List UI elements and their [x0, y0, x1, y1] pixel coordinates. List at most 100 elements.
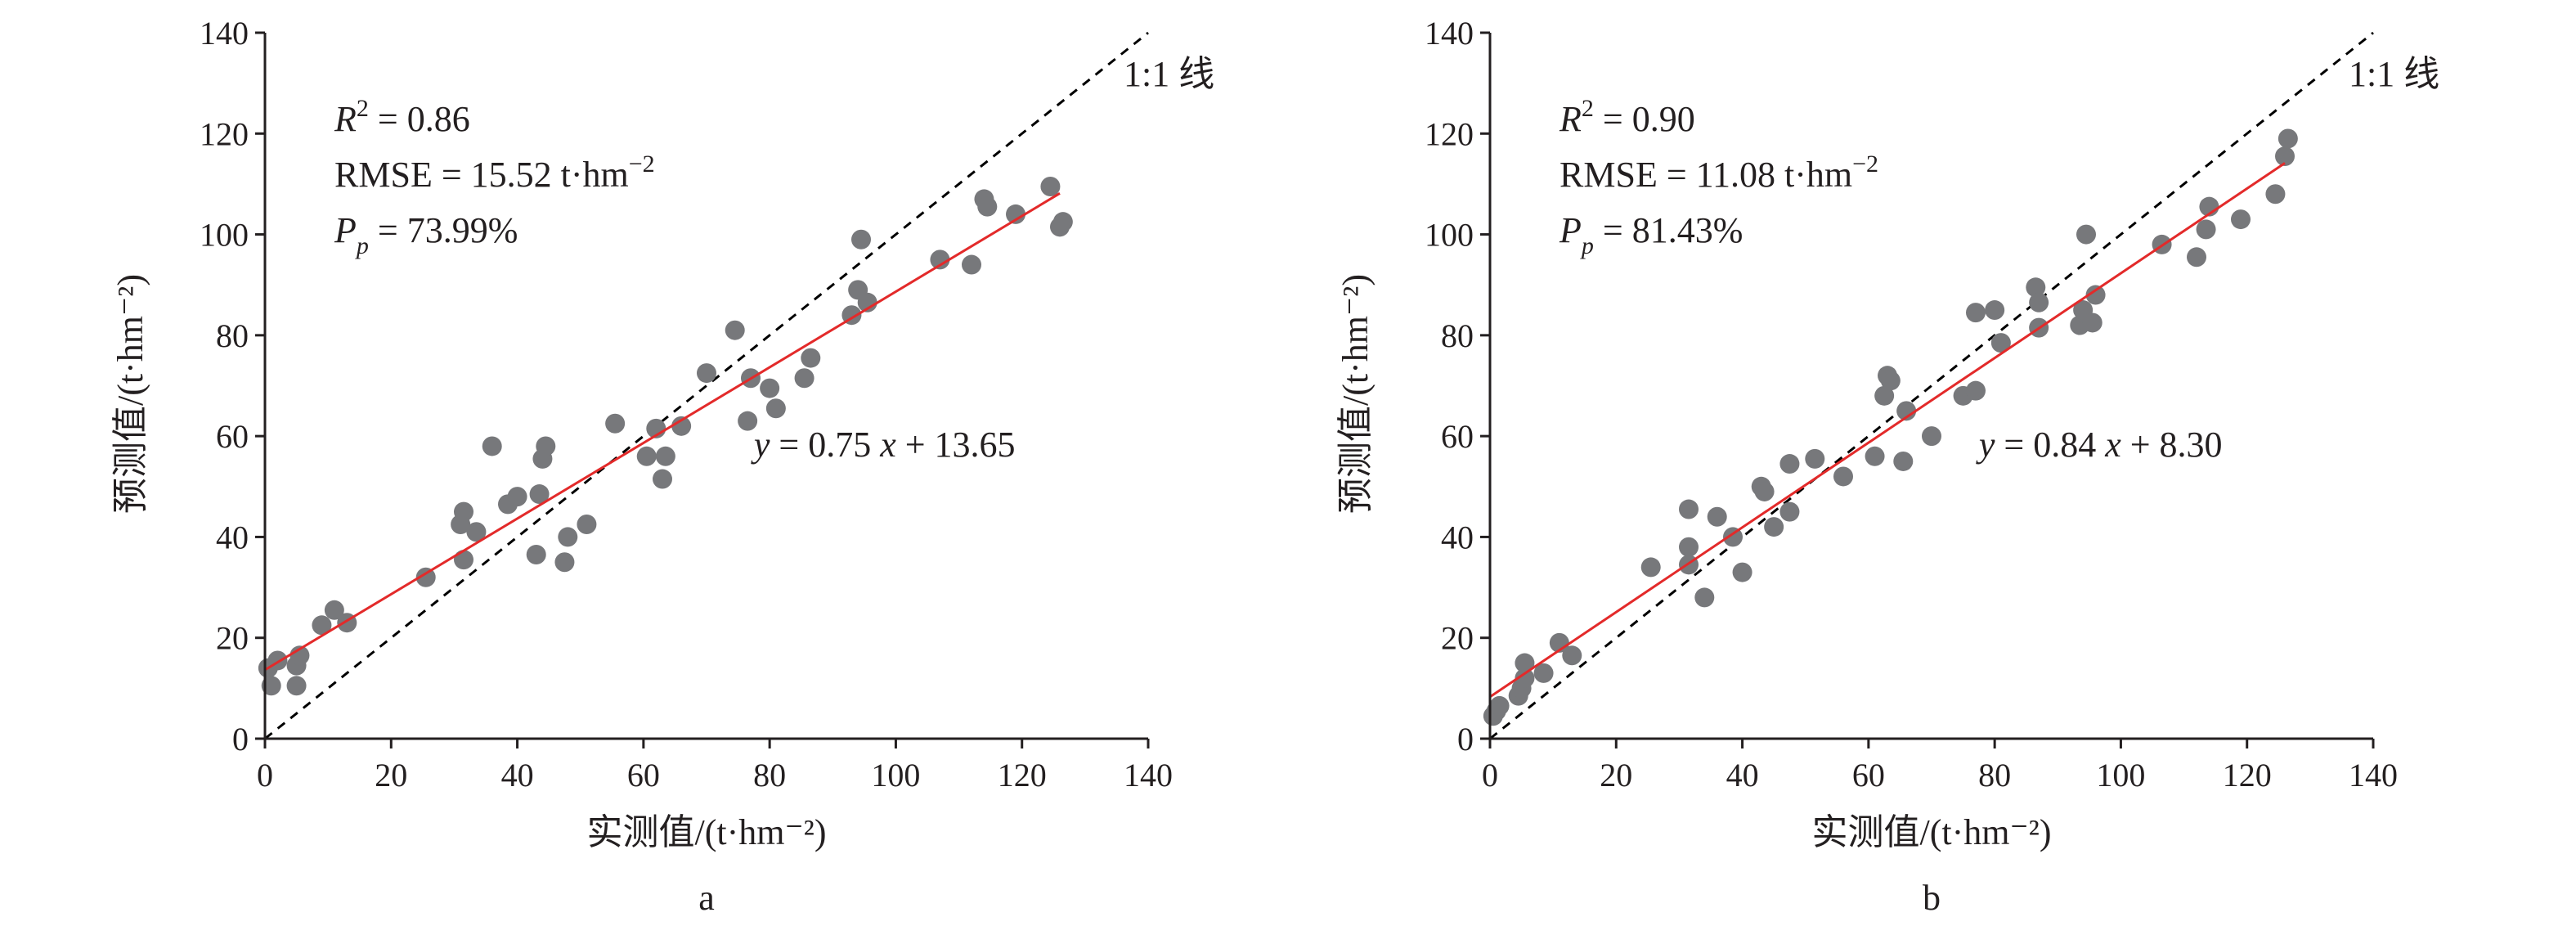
data-point — [1515, 653, 1535, 673]
x-tick-label: 120 — [2223, 757, 2272, 793]
rmse-unit-superscript: −2 — [629, 151, 655, 178]
data-point — [2029, 292, 2049, 312]
rmse-value: RMSE = 15.52 t·hm — [334, 155, 629, 195]
pp-subscript: p — [355, 232, 369, 259]
data-point — [1966, 380, 1986, 401]
data-point — [653, 469, 672, 489]
data-point — [1707, 506, 1727, 527]
data-point — [725, 320, 745, 340]
data-point — [1990, 333, 2011, 353]
data-point — [2231, 209, 2251, 230]
pp-symbol: P — [1559, 210, 1582, 250]
one-to-one-line — [264, 31, 1149, 740]
equation-y: y — [751, 425, 770, 465]
data-point — [1533, 663, 1554, 683]
panel-label: a — [698, 878, 715, 918]
data-point — [1985, 300, 2005, 321]
data-point — [962, 254, 981, 275]
data-point — [1640, 557, 1661, 578]
y-tick-label: 60 — [1441, 418, 1474, 455]
data-point — [2082, 312, 2103, 333]
data-point — [286, 676, 307, 696]
chart-panel-a: 0 20 40 60 80 100 120 140 0 20 40 60 80 100 120 140 实测值/… — [110, 15, 1214, 918]
pp-subscript: p — [1580, 232, 1594, 259]
data-point — [2076, 224, 2096, 245]
y-tick-label: 60 — [216, 418, 249, 455]
x-axis-title: 实测值/(t·hm⁻²) — [1811, 812, 2051, 852]
r2-stat: R2 = 0.90 — [1559, 95, 1695, 139]
data-point — [1865, 446, 1885, 466]
x-tick-label: 0 — [257, 757, 273, 793]
data-point — [1764, 517, 1784, 537]
data-point — [1679, 537, 1699, 557]
equation-y: y — [1976, 425, 1995, 465]
data-point — [2085, 285, 2106, 305]
data-point — [2265, 184, 2286, 205]
equation-slope: = 0.84 — [1995, 425, 2105, 465]
y-tick-label: 80 — [1441, 317, 1474, 354]
y-tick-label: 100 — [200, 217, 249, 254]
x-tick-label: 40 — [1726, 757, 1759, 793]
data-point — [2278, 128, 2298, 149]
y-tick-label: 0 — [1457, 721, 1474, 757]
regression-equation: y = 0.75 x + 13.65 — [751, 425, 1016, 465]
y-tick-label: 40 — [216, 519, 249, 555]
x-tick-label: 60 — [1852, 757, 1885, 793]
data-point — [577, 515, 597, 535]
data-point — [738, 411, 758, 431]
data-points — [258, 177, 1073, 696]
x-tick-label: 100 — [871, 757, 920, 793]
y-tick-label: 80 — [216, 317, 249, 354]
data-point — [1922, 426, 1941, 447]
data-point — [1754, 481, 1775, 501]
equation-intercept: + 8.30 — [2121, 425, 2223, 465]
data-point — [2196, 219, 2216, 240]
data-point — [1893, 451, 1914, 471]
data-point — [1779, 454, 1800, 474]
y-tick-label: 140 — [1425, 15, 1474, 52]
r2-symbol: R — [334, 99, 357, 139]
data-point — [261, 676, 281, 696]
r2-stat: R2 = 0.86 — [334, 95, 470, 139]
pp-value: = 73.99% — [369, 210, 518, 250]
equation-intercept: + 13.65 — [896, 425, 1016, 465]
x-tick-label: 80 — [753, 757, 786, 793]
data-point — [1966, 303, 1986, 323]
data-point — [857, 292, 877, 312]
data-point — [930, 249, 950, 270]
data-point — [415, 567, 436, 587]
data-point — [454, 550, 473, 570]
data-point — [2275, 146, 2295, 167]
data-point — [2026, 277, 2046, 298]
data-point — [324, 600, 344, 620]
x-tick-label: 40 — [501, 757, 534, 793]
y-tick-label: 120 — [200, 115, 249, 152]
y-axis-title: 预测值/(t·hm⁻²) — [110, 274, 150, 514]
data-point — [1896, 401, 1917, 421]
one-to-one-label: 1:1 线 — [1124, 54, 1214, 94]
regression-equation: y = 0.84 x + 8.30 — [1976, 425, 2223, 465]
x-tick-label: 120 — [998, 757, 1047, 793]
rmse-value: RMSE = 11.08 t·hm — [1560, 155, 1852, 195]
data-point — [2187, 247, 2206, 267]
x-tick-label: 0 — [1482, 757, 1498, 793]
data-point — [1779, 501, 1800, 522]
data-point — [1489, 695, 1510, 716]
x-tick-label: 100 — [2096, 757, 2145, 793]
data-point — [454, 501, 473, 522]
data-point — [671, 416, 692, 436]
panel-label: b — [1923, 878, 1941, 918]
data-point — [466, 522, 487, 542]
data-point — [482, 436, 502, 456]
data-point — [605, 413, 626, 434]
x-tick-label: 140 — [1124, 757, 1173, 793]
rmse-unit-superscript: −2 — [1852, 151, 1878, 178]
data-point — [1052, 212, 1073, 232]
equation-x: x — [879, 425, 896, 465]
data-point — [507, 487, 527, 507]
y-tick-label: 140 — [200, 15, 249, 52]
one-to-one-label: 1:1 线 — [2349, 54, 2439, 94]
r2-value: = 0.86 — [369, 99, 470, 139]
rmse-stat: RMSE = 15.52 t·hm−2 — [334, 151, 655, 195]
